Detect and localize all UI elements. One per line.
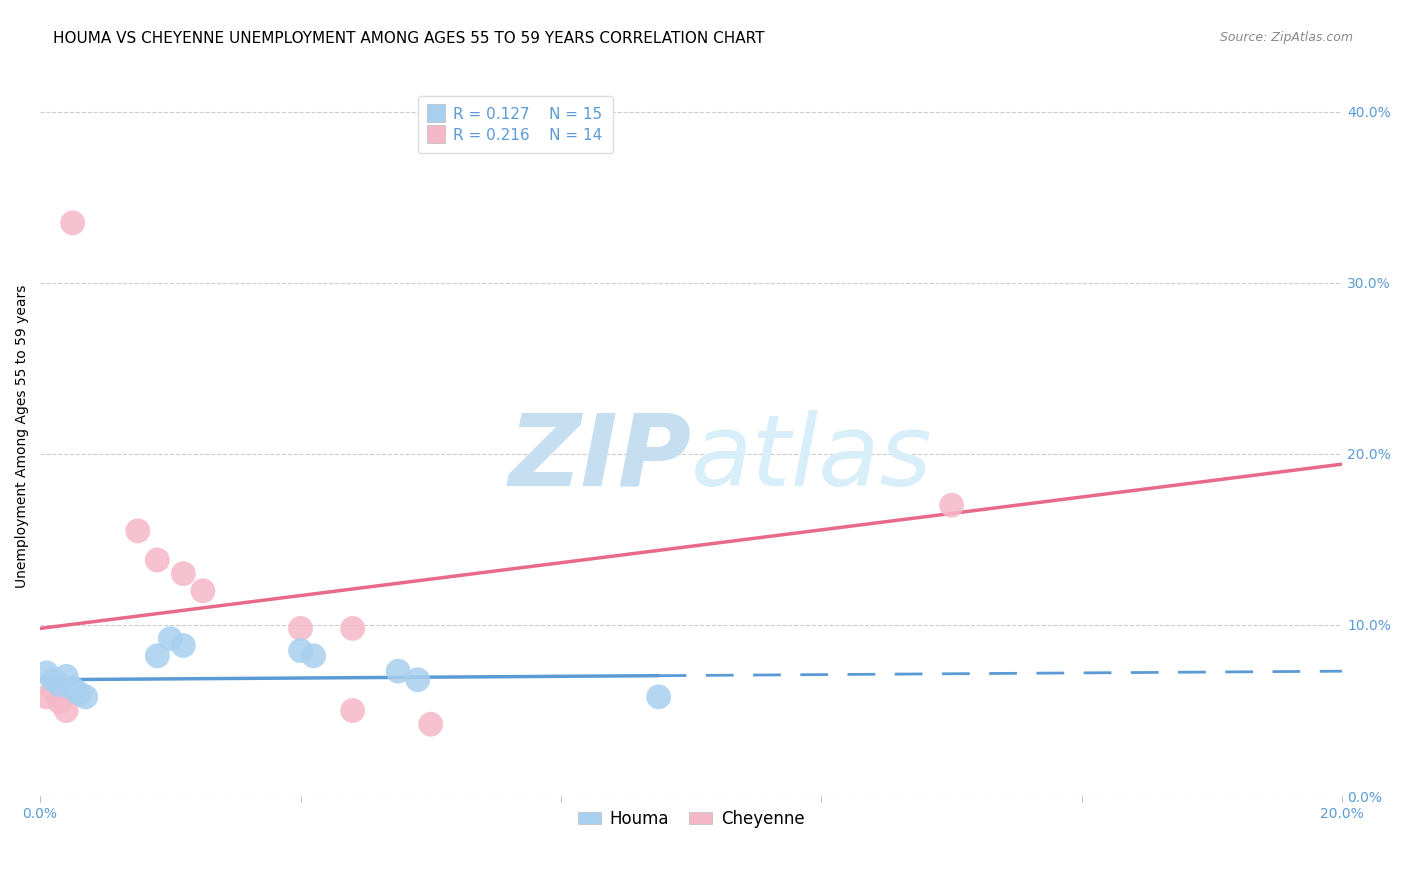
Point [647,690,669,704]
Text: Source: ZipAtlas.com: Source: ZipAtlas.com [1219,31,1353,45]
Point [342,704,364,718]
Point [191,583,214,598]
Point [406,673,429,687]
Point [419,717,441,731]
Point [127,524,149,538]
Point [48,678,70,692]
Point [172,566,194,581]
Point [42,673,65,687]
Y-axis label: Unemployment Among Ages 55 to 59 years: Unemployment Among Ages 55 to 59 years [15,285,30,589]
Text: ZIP: ZIP [508,409,692,507]
Point [387,664,409,678]
Point [172,639,194,653]
Point [67,686,90,700]
Point [75,690,97,704]
Point [290,621,312,635]
Point [62,681,84,696]
Text: HOUMA VS CHEYENNE UNEMPLOYMENT AMONG AGES 55 TO 59 YEARS CORRELATION CHART: HOUMA VS CHEYENNE UNEMPLOYMENT AMONG AGE… [53,31,765,46]
Point [48,695,70,709]
Point [941,498,963,512]
Text: atlas: atlas [692,409,932,507]
Legend: Houma, Cheyenne: Houma, Cheyenne [571,803,811,835]
Point [55,704,77,718]
Point [159,632,181,646]
Point [35,665,58,680]
Point [302,648,325,663]
Point [146,553,169,567]
Point [55,669,77,683]
Point [62,216,84,230]
Point [342,621,364,635]
Point [35,690,58,704]
Point [290,643,312,657]
Point [42,683,65,698]
Point [146,648,169,663]
